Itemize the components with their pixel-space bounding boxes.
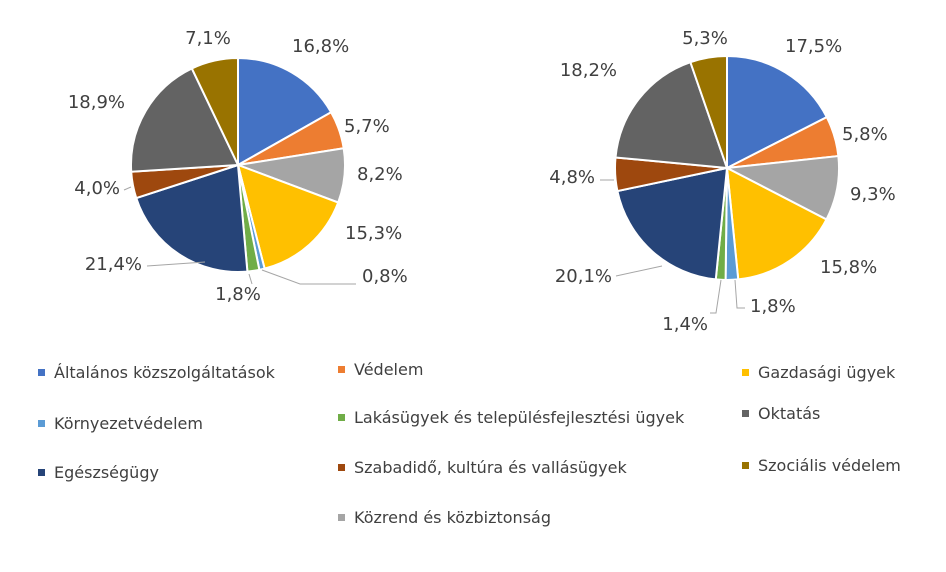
legend-item: Szociális védelem <box>742 456 901 475</box>
data-label: 1,8% <box>215 284 261 305</box>
legend-label: Védelem <box>354 360 424 379</box>
legend-swatch <box>742 462 749 469</box>
data-label: 15,3% <box>345 223 402 244</box>
data-label: 15,8% <box>820 257 877 278</box>
data-label: 21,4% <box>85 254 142 275</box>
leader-line <box>248 273 253 285</box>
data-label: 9,3% <box>850 184 896 205</box>
data-label: 18,2% <box>560 60 617 81</box>
leader-line <box>710 279 722 314</box>
data-label: 1,4% <box>662 314 708 335</box>
data-label: 1,8% <box>750 296 796 317</box>
data-label: 5,3% <box>682 28 728 49</box>
data-label: 17,5% <box>785 36 842 57</box>
legend-label: Oktatás <box>758 404 821 423</box>
legend-item: Közrend és közbiztonság <box>338 508 551 527</box>
pie-slice <box>237 56 333 167</box>
legend-label: Szociális védelem <box>758 456 901 475</box>
leader-line <box>123 186 132 191</box>
pie-slice <box>190 56 239 166</box>
legend-item: Védelem <box>338 360 423 379</box>
data-label: 5,8% <box>842 124 888 145</box>
legend-swatch <box>338 366 345 373</box>
pie-slice <box>726 54 829 170</box>
data-label: 8,2% <box>357 164 403 185</box>
leader-line <box>146 261 206 267</box>
legend-swatch <box>38 420 45 427</box>
leader-line <box>615 265 663 277</box>
pie-charts: 16,8% 5,7% 8,2% 15,3% 0,8% 1,8% 21,4% 4,0% 18,9%… <box>68 28 896 335</box>
data-label: 20,1% <box>555 266 612 287</box>
legend-swatch <box>742 410 749 417</box>
pie-slice <box>134 163 249 273</box>
legend-swatch <box>338 514 345 521</box>
pie-slice <box>616 166 729 281</box>
legend-swatch <box>742 369 749 376</box>
data-label: 4,0% <box>74 178 120 199</box>
legend-item: Általános közszolgáltatások <box>38 363 275 382</box>
legend-label: Egészségügy <box>54 463 159 482</box>
leader-line <box>261 269 356 285</box>
legend-label: Környezetvédelem <box>54 414 203 433</box>
pie-slice <box>725 166 828 281</box>
pie-slice <box>689 54 728 169</box>
legend-item: Gazdasági ügyek <box>742 363 895 382</box>
legend-swatch <box>338 414 345 421</box>
legend-swatch <box>38 469 45 476</box>
pie-slice <box>236 163 340 270</box>
legend-item: Egészségügy <box>38 463 159 482</box>
leader-line <box>734 279 745 309</box>
legend-label: Szabadidő, kultúra és vallásügyek <box>354 458 627 477</box>
legend-item: Szabadidő, kultúra és vallásügyek <box>338 458 627 477</box>
legend-swatch <box>38 369 45 376</box>
legend-item: Oktatás <box>742 404 820 423</box>
data-label: 4,8% <box>549 167 595 188</box>
legend-label: Lakásügyek és településfejlesztési ügyek <box>354 408 685 427</box>
data-label: 0,8% <box>362 266 408 287</box>
data-label: 5,7% <box>344 116 390 137</box>
data-label: 7,1% <box>185 28 231 49</box>
legend-item: Környezetvédelem <box>38 414 203 433</box>
legend-label: Általános közszolgáltatások <box>54 363 275 382</box>
data-label: 16,8% <box>292 36 349 57</box>
legend-item: Lakásügyek és településfejlesztési ügyek <box>338 408 684 427</box>
data-label: 18,9% <box>68 92 125 113</box>
legend-swatch <box>338 464 345 471</box>
pie-slice <box>130 67 240 173</box>
legend-label: Közrend és közbiztonság <box>354 508 551 527</box>
legend-label: Gazdasági ügyek <box>758 363 896 382</box>
